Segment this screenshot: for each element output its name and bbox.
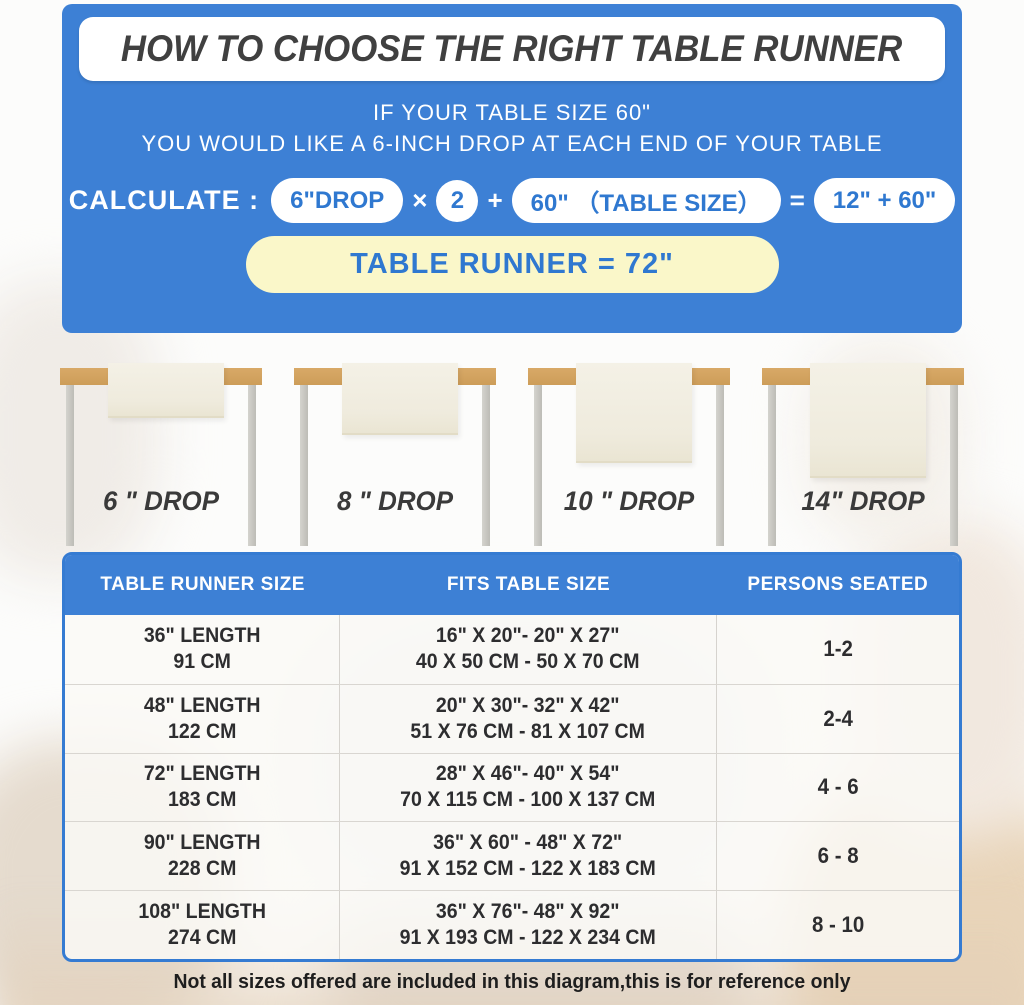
fits-table-cell: 36" X 60" - 48" X 72" 91 X 152 CM - 122 … [340,822,717,891]
subtitle-line-2: YOU WOULD LIKE A 6-INCH DROP AT EACH END… [141,131,883,156]
table-body: 36" LENGTH 91 CM 16" X 20"- 20" X 27" 40… [65,615,959,959]
runner-size-cell: 108" LENGTH 274 CM [65,891,341,959]
runner-length: 90" LENGTH [143,831,261,855]
runner-cm: 122 CM [167,719,237,743]
fits-inches: 36" X 76"- 48" X 92" [436,900,620,924]
runner-cm: 183 CM [167,788,237,812]
table-leg [716,385,724,546]
persons-seated: 2-4 [823,705,853,731]
persons-cell: 2-4 [717,685,959,753]
runner-cm: 228 CM [167,857,237,881]
page-title: HOW TO CHOOSE THE RIGHT TABLE RUNNER [121,28,903,69]
size-reference-table: TABLE RUNNER SIZE FITS TABLE SIZE PERSON… [62,552,962,962]
equals-sign: = [789,185,805,215]
persons-cell: 8 - 10 [717,891,959,959]
subtitle-line-1: IF YOUR TABLE SIZE 60" [372,100,651,125]
fits-cm: 70 X 115 CM - 100 X 137 CM [400,788,656,812]
fits-cm: 40 X 50 CM - 50 X 70 CM [416,650,640,674]
persons-cell: 6 - 8 [717,822,959,890]
table-leg [534,385,542,546]
table-row: 72" LENGTH 183 CM 28" X 46"- 40" X 54" 7… [65,752,959,822]
column-header-fits-table: FITS TABLE SIZE [446,574,611,595]
hero-panel: HOW TO CHOOSE THE RIGHT TABLE RUNNER IF … [62,4,962,333]
runner-graphic [576,363,692,463]
fits-cm: 51 X 76 CM - 81 X 107 CM [410,719,646,743]
table-drop-diagram-10: 10 " DROP [528,360,730,546]
persons-seated: 1-2 [823,636,853,662]
column-header-runner-size: TABLE RUNNER SIZE [100,574,305,595]
fits-table-cell: 20" X 30"- 32" X 42" 51 X 76 CM - 81 X 1… [340,684,717,753]
table-leg [66,385,74,546]
result-text: TABLE RUNNER = 72" [350,248,674,280]
table-row: 48" LENGTH 122 CM 20" X 30"- 32" X 42" 5… [65,683,959,753]
fits-inches: 20" X 30"- 32" X 42" [436,693,620,717]
table-leg [482,385,490,546]
persons-cell: 4 - 6 [717,754,959,822]
multiplier-pill: 2 [436,179,479,222]
table-drop-diagram-8: 8 " DROP [294,360,496,546]
table-row: 36" LENGTH 91 CM 16" X 20"- 20" X 27" 40… [65,615,959,684]
table-leg [768,385,776,546]
runner-size-cell: 36" LENGTH 91 CM [65,615,341,684]
table-drop-diagram-14: 14" DROP [762,360,964,546]
runner-graphic [342,363,458,435]
runner-cm: 91 CM [173,650,231,674]
persons-cell: 1-2 [717,615,959,684]
calculation-row: CALCULATE : 6"DROP × 2 + 60" （TABLE SIZE… [62,178,962,223]
drop-value-pill: 6"DROP [271,178,404,223]
table-leg [300,385,308,546]
runner-length: 72" LENGTH [143,762,261,786]
plus-sign: + [487,185,503,215]
table-size-pill: 60" （TABLE SIZE） [511,178,781,223]
footnote-text: Not all sizes offered are included in th… [173,971,851,993]
persons-seated: 4 - 6 [817,774,859,800]
sum-pill: 12" + 60" [813,178,956,223]
runner-size-cell: 90" LENGTH 228 CM [65,822,341,891]
runner-cm: 274 CM [167,926,237,950]
drop-diagrams: 6 " DROP 8 " DROP 10 " DROP 14" DROP [60,360,964,546]
table-leg [950,385,958,546]
table-drop-diagram-6: 6 " DROP [60,360,262,546]
fits-cm: 91 X 193 CM - 122 X 234 CM [399,926,657,950]
table-row: 90" LENGTH 228 CM 36" X 60" - 48" X 72" … [65,821,959,891]
runner-graphic [810,363,926,478]
persons-seated: 8 - 10 [811,912,864,938]
fits-inches: 28" X 46"- 40" X 54" [436,762,620,786]
title-banner: HOW TO CHOOSE THE RIGHT TABLE RUNNER [79,17,945,81]
table-header-row: TABLE RUNNER SIZE FITS TABLE SIZE PERSON… [65,555,959,615]
runner-size-cell: 72" LENGTH 183 CM [65,753,341,822]
runner-graphic [108,363,224,418]
runner-size-cell: 48" LENGTH 122 CM [65,684,341,753]
fits-inches: 36" X 60" - 48" X 72" [433,831,623,855]
multiply-sign: × [412,185,428,215]
table-row: 108" LENGTH 274 CM 36" X 76"- 48" X 92" … [65,890,959,959]
persons-seated: 6 - 8 [817,843,859,869]
drop-label: 8 " DROP [336,486,453,516]
drop-label: 10 " DROP [563,486,695,516]
table-leg [248,385,256,546]
runner-length: 108" LENGTH [138,900,266,924]
drop-label: 14" DROP [801,486,925,516]
calculate-label: CALCULATE : [68,185,260,215]
fits-cm: 91 X 152 CM - 122 X 183 CM [399,857,657,881]
drop-label: 6 " DROP [102,486,219,516]
runner-length: 48" LENGTH [143,693,261,717]
fits-table-cell: 16" X 20"- 20" X 27" 40 X 50 CM - 50 X 7… [340,615,717,684]
fits-inches: 16" X 20"- 20" X 27" [436,624,620,648]
fits-table-cell: 36" X 76"- 48" X 92" 91 X 193 CM - 122 X… [340,891,717,959]
column-header-persons: PERSONS SEATED [747,574,929,595]
footnote: Not all sizes offered are included in th… [0,971,1024,994]
runner-length: 36" LENGTH [143,624,261,648]
fits-table-cell: 28" X 46"- 40" X 54" 70 X 115 CM - 100 X… [340,753,717,822]
result-banner: TABLE RUNNER = 72" [245,236,779,293]
